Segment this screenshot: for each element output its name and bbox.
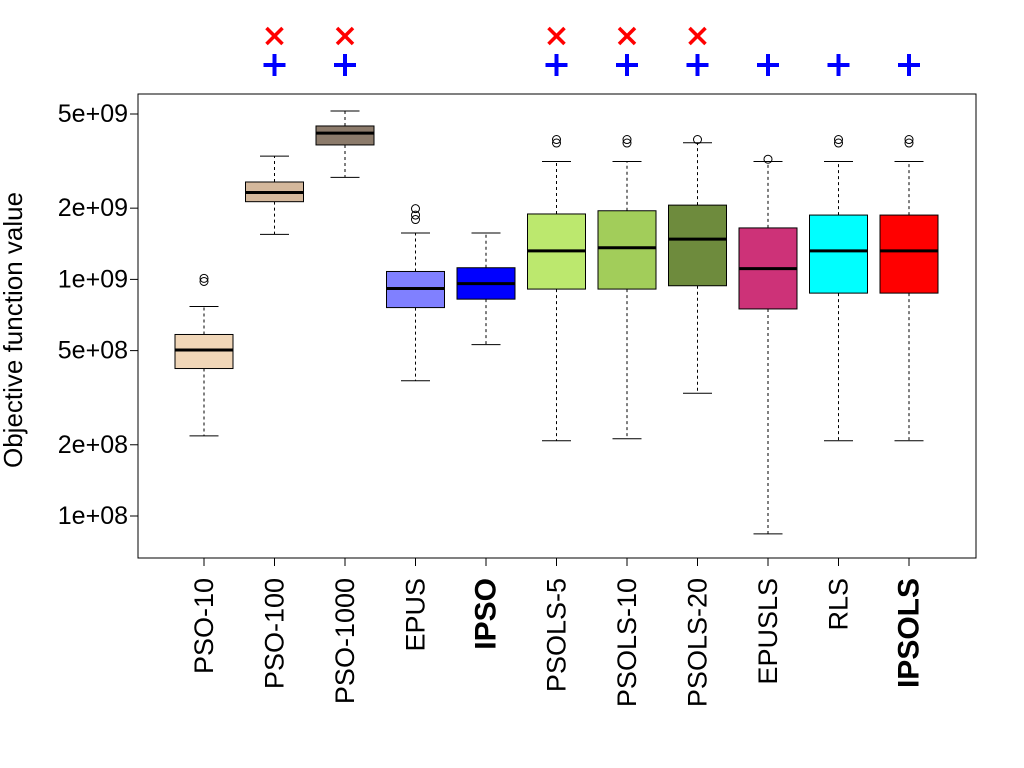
plus-marker bbox=[898, 54, 920, 76]
cross-marker-stroke bbox=[617, 26, 637, 46]
outlier-point bbox=[199, 276, 209, 286]
y-axis: 1e+08 2e+08 5e+08 1e+09 2e+09 5e+09 bbox=[58, 100, 139, 530]
iqr-box bbox=[174, 333, 234, 370]
x-tick-label: IPSO bbox=[470, 578, 503, 650]
y-tick-label: 1e+08 bbox=[58, 502, 128, 530]
outlier-point bbox=[199, 273, 209, 283]
x-tick-label: IPSOLS bbox=[893, 578, 926, 688]
cross-marker bbox=[688, 26, 707, 46]
outlier-point bbox=[904, 135, 914, 145]
y-tick-label: 5e+08 bbox=[58, 337, 128, 365]
outlier-point bbox=[411, 210, 420, 220]
iqr-box bbox=[315, 125, 375, 146]
x-axis: PSO-10 PSO-100 PSO-1000 EPUS IPSO PSOLS-5 PSOL… bbox=[189, 557, 926, 707]
y-tick-label: 5e+09 bbox=[58, 100, 128, 128]
plus-marker bbox=[616, 54, 638, 76]
outlier-point bbox=[693, 135, 702, 145]
x-tick-label: PSOLS-10 bbox=[612, 578, 642, 707]
cross-marker-stroke bbox=[335, 26, 355, 46]
outlier-point bbox=[834, 135, 843, 145]
outlier-point bbox=[622, 138, 632, 148]
outlier-point bbox=[622, 135, 632, 145]
x-tick-label: PSO-10 bbox=[189, 578, 219, 674]
outlier-point bbox=[552, 138, 561, 148]
plus-marker bbox=[334, 54, 356, 76]
x-tick-label: EPUS bbox=[401, 578, 431, 652]
cross-marker-stroke bbox=[688, 26, 707, 46]
x-tick-label: PSOLS-20 bbox=[683, 578, 713, 707]
box-pso-1000 bbox=[315, 110, 375, 178]
cross-marker bbox=[335, 26, 355, 46]
box-epusls bbox=[738, 154, 798, 535]
outlier-point bbox=[411, 204, 420, 214]
iqr-box bbox=[809, 214, 868, 294]
box-psols-5 bbox=[527, 135, 586, 442]
cross-marker bbox=[265, 26, 284, 46]
outlier-point bbox=[834, 138, 843, 148]
y-tick-label: 2e+09 bbox=[58, 194, 128, 222]
y-axis-label: Objective function value bbox=[0, 192, 28, 468]
plus-marker bbox=[827, 54, 850, 76]
x-tick-label: PSO-100 bbox=[260, 578, 290, 689]
iqr-box bbox=[668, 204, 727, 287]
y-tick-label: 1e+09 bbox=[58, 265, 128, 293]
box-psols-10 bbox=[597, 135, 657, 440]
cross-marker bbox=[547, 26, 566, 46]
iqr-box bbox=[597, 210, 657, 290]
boxes bbox=[174, 110, 939, 535]
x-tick-label: PSO-1000 bbox=[330, 578, 360, 704]
plus-marker bbox=[545, 54, 568, 76]
plus-marker bbox=[263, 54, 286, 76]
y-tick-label: 2e+08 bbox=[58, 431, 128, 459]
outlier-point bbox=[411, 215, 420, 225]
x-tick-label: PSOLS-5 bbox=[542, 578, 572, 692]
cross-marker bbox=[617, 26, 637, 46]
iqr-box bbox=[879, 214, 939, 294]
box-ipsols bbox=[879, 135, 939, 442]
box-rls bbox=[809, 135, 868, 442]
plus-marker bbox=[686, 54, 709, 76]
outlier-point bbox=[763, 154, 773, 164]
cross-marker-stroke bbox=[265, 26, 284, 46]
x-tick-label: RLS bbox=[824, 578, 854, 631]
box-epus bbox=[386, 204, 445, 382]
x-tick-label: EPUSLS bbox=[753, 578, 783, 685]
box-ipso bbox=[456, 232, 516, 346]
outlier-point bbox=[552, 135, 561, 145]
plus-marker bbox=[757, 54, 779, 76]
cross-marker-stroke bbox=[547, 26, 566, 46]
significance-markers bbox=[263, 26, 920, 76]
box-pso-100 bbox=[245, 155, 304, 235]
box-pso-10 bbox=[174, 273, 234, 437]
outlier-point bbox=[904, 138, 914, 148]
box-psols-20 bbox=[668, 135, 727, 394]
